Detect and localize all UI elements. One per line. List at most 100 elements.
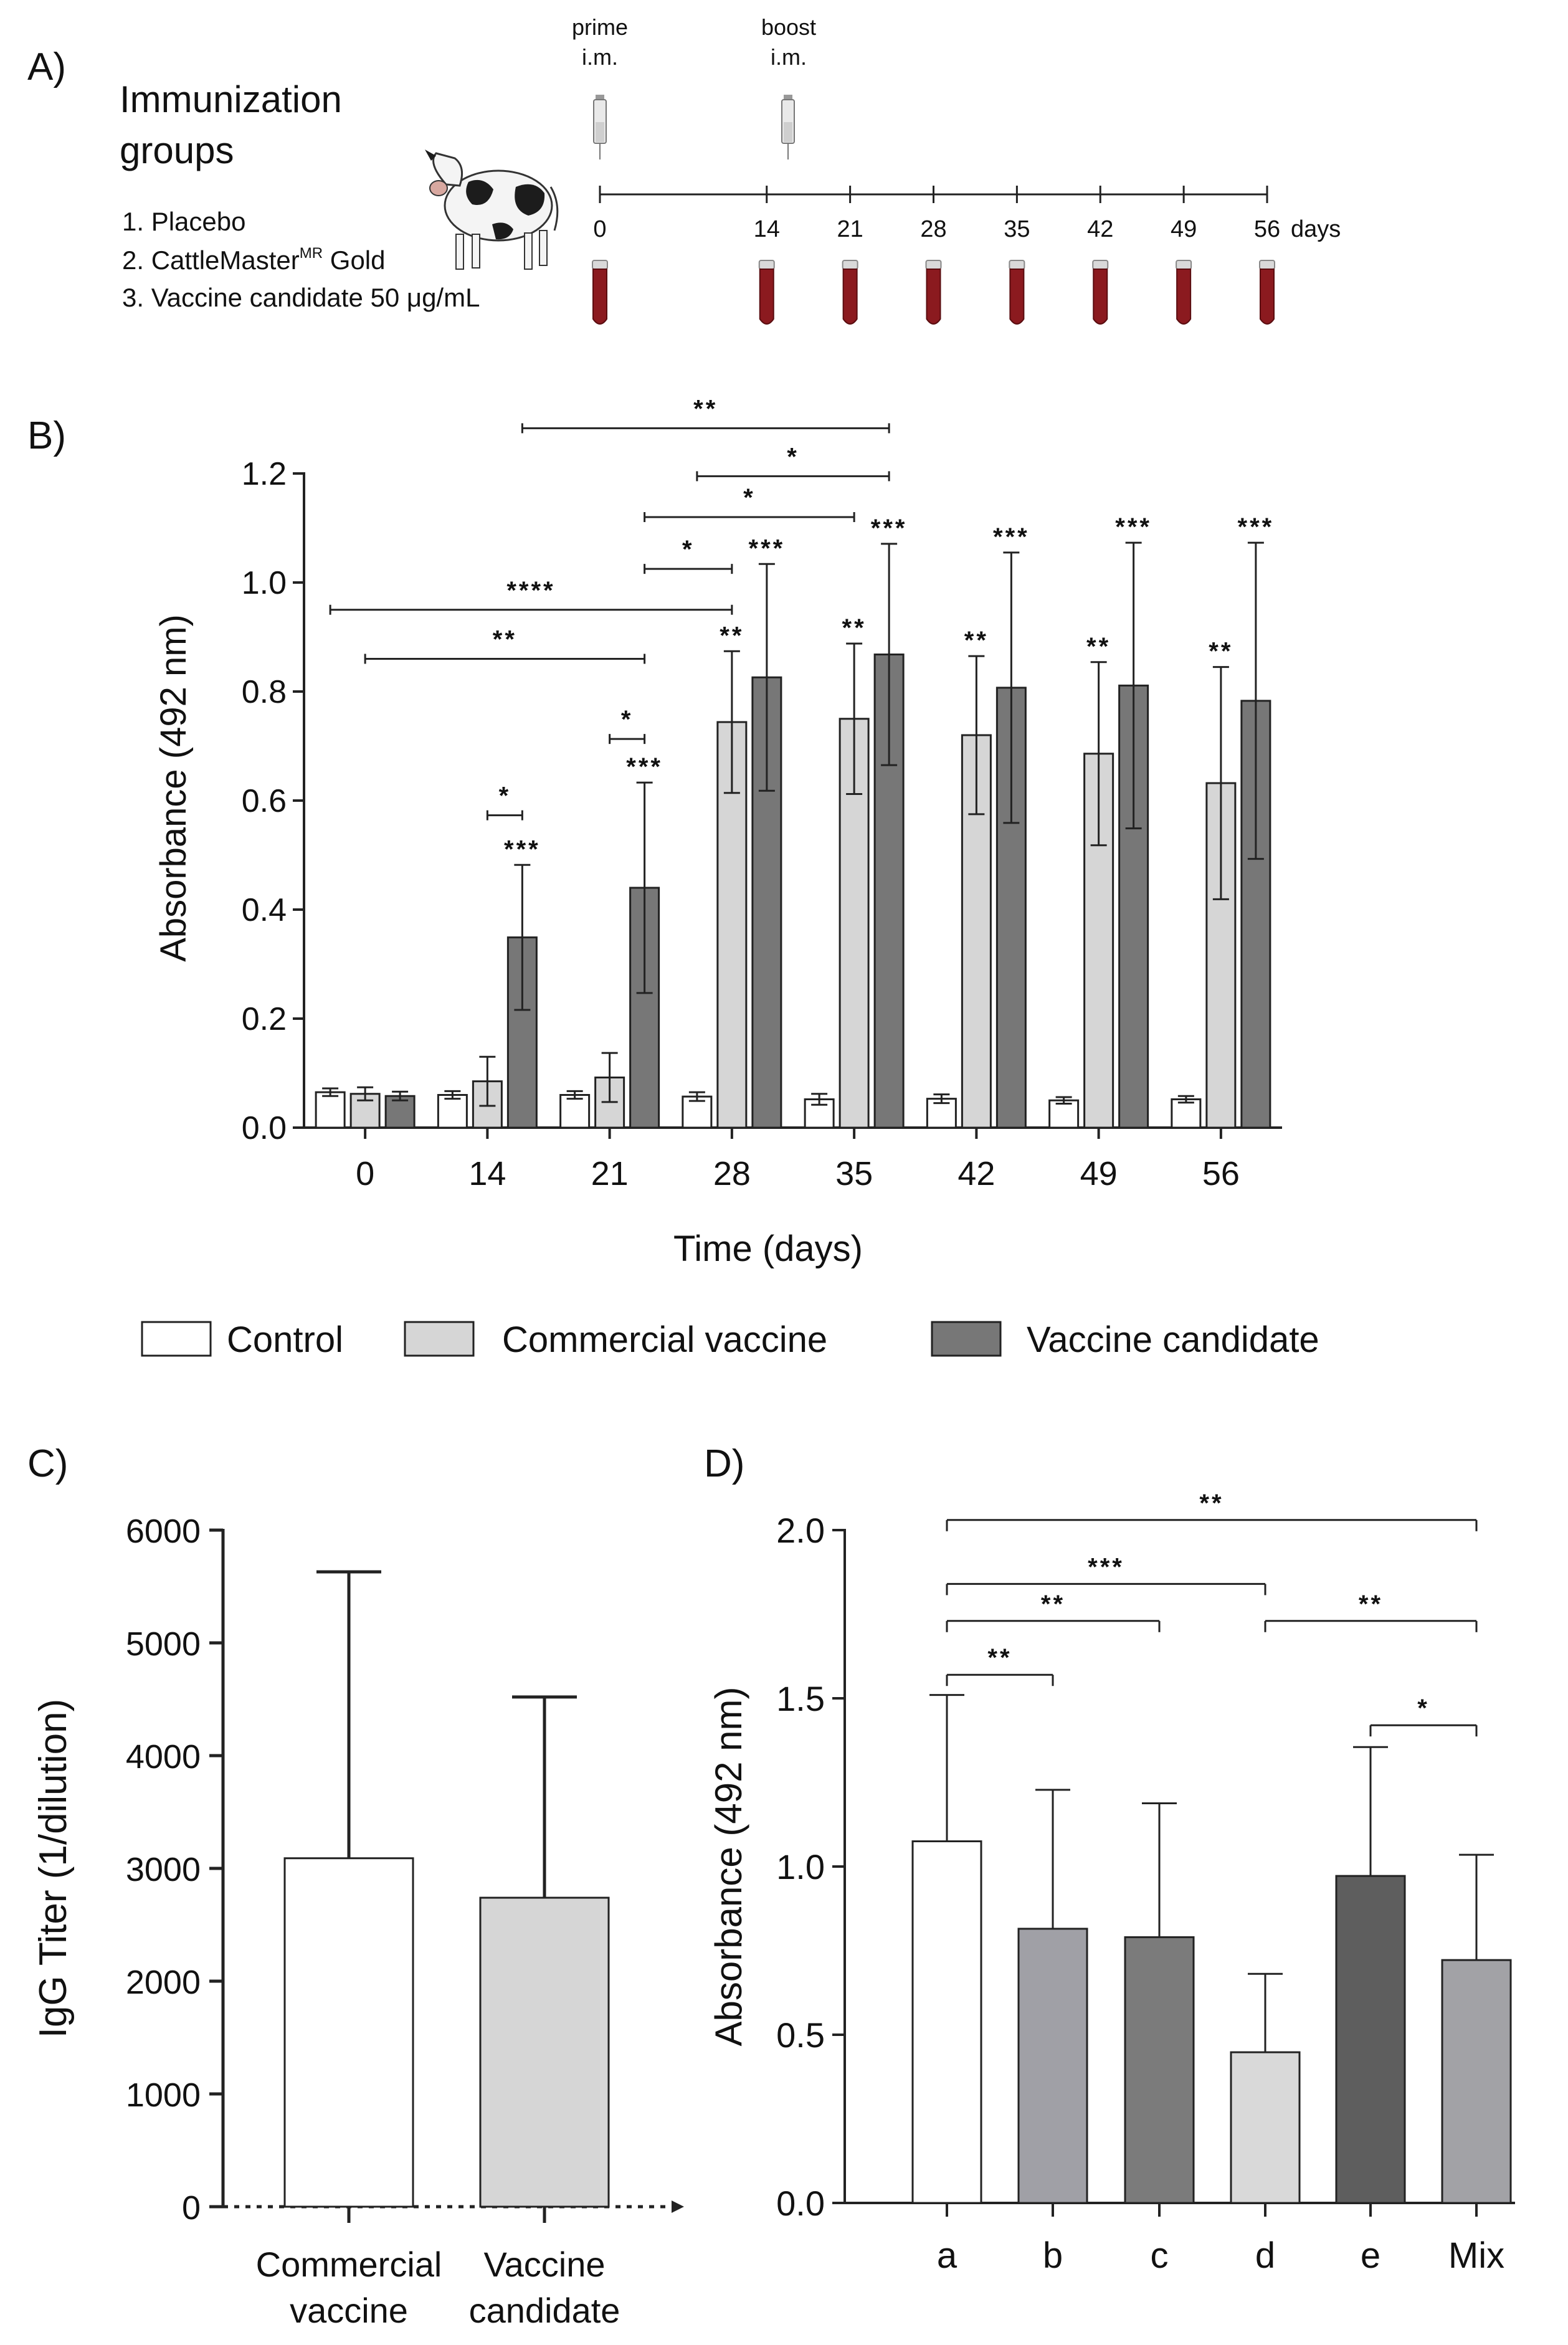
y-tick-label: 0.6 xyxy=(242,783,287,819)
groups-heading-line1: Immunization xyxy=(120,78,342,120)
blood-tube-icon xyxy=(842,260,858,325)
panel-d-letter: D) xyxy=(704,1442,744,1485)
blood-tube-body xyxy=(1176,269,1192,325)
blood-tube-body xyxy=(592,269,607,325)
prime-label-line1: prime xyxy=(572,14,628,40)
group-item-placebo: 1. Placebo xyxy=(122,207,245,236)
panel-b: B) 0.0 0.2 0.4 0.6 0.8 1.0 1.2 0 14 21 28 35 42 49 56 T… xyxy=(27,395,1319,1360)
panel-a: A) Immunization groups 1. Placebo 2. Cat… xyxy=(27,14,1341,325)
y-tick-label: 1.2 xyxy=(242,456,287,492)
bracket-label: **** xyxy=(506,577,555,604)
boost-label-line2: i.m. xyxy=(771,44,807,70)
y-tick-label: 5000 xyxy=(126,1625,201,1663)
y-tick-label: 0.5 xyxy=(776,2015,825,2055)
cow-icon xyxy=(425,150,559,270)
bar-d xyxy=(1230,2051,1301,2204)
bar-0-1 xyxy=(437,1094,468,1129)
bracket-label: *** xyxy=(1088,1553,1124,1581)
significance-label: *** xyxy=(871,515,908,542)
timeline: 0 14 21 28 35 42 49 56 xyxy=(592,186,1280,325)
blood-tube-cap xyxy=(1259,260,1275,270)
timeline-day-label-14: 14 xyxy=(754,216,780,242)
blood-tube-body xyxy=(1009,269,1025,325)
y-tick-label: 2.0 xyxy=(776,1511,825,1550)
group-item-commercial-superscript: MR xyxy=(300,245,323,262)
blood-tube-cap xyxy=(1092,260,1109,270)
blood-tube-body xyxy=(1093,269,1108,325)
y-tick-label: 0.8 xyxy=(242,674,287,710)
significance-label: ** xyxy=(842,614,867,642)
legend-label-vaccine: Vaccine candidate xyxy=(1027,1320,1319,1360)
panel-d: D) 0.0 0.5 1.0 1.5 2.0 Absorbance (492 nm) a b c… xyxy=(704,1442,1515,2276)
timeline-day-label-35: 35 xyxy=(1004,216,1030,242)
bar-0-2 xyxy=(559,1094,591,1129)
x-tick-label-line1: Vaccine xyxy=(483,2245,605,2284)
blood-tube-body xyxy=(926,269,941,325)
x-tick-label: 49 xyxy=(1080,1155,1118,1192)
legend-label-commercial: Commercial vaccine xyxy=(502,1320,827,1360)
y-tick-label: 0.2 xyxy=(242,1001,287,1037)
bracket-label: * xyxy=(682,536,695,563)
group-item-commercial-suffix: Gold xyxy=(323,245,385,275)
significance-label: ** xyxy=(720,622,744,649)
timeline-day-label-0: 0 xyxy=(593,216,606,242)
group-item-commercial: 2. CattleMasterMR Gold xyxy=(122,245,386,275)
bar-2-1 xyxy=(506,936,538,1129)
bracket-label: * xyxy=(743,484,756,511)
x-tick-label-line1: Commercial xyxy=(256,2245,442,2284)
y-tick-label: 3000 xyxy=(126,1851,201,1888)
timeline-day-label-21: 21 xyxy=(837,216,863,242)
x-axis-title: Time (days) xyxy=(673,1229,863,1269)
y-tick-label: 6000 xyxy=(126,1513,201,1550)
blood-tube-body xyxy=(842,269,858,325)
bar-c xyxy=(1124,1936,1195,2204)
bracket-label: * xyxy=(499,782,511,810)
significance-label: *** xyxy=(749,535,786,562)
x-tick-label: 56 xyxy=(1202,1155,1240,1192)
timeline-day-label-49: 49 xyxy=(1171,216,1197,242)
y-tick-label: 1.5 xyxy=(776,1679,825,1718)
blood-tube-icon xyxy=(1259,260,1275,325)
blood-tube-icon xyxy=(1176,260,1192,325)
y-axis-title: Absorbance (492 nm) xyxy=(153,614,194,962)
blood-tube-body xyxy=(759,269,774,325)
blood-tube-cap xyxy=(925,260,942,270)
legend-swatch-control xyxy=(141,1321,212,1357)
bracket-label: * xyxy=(621,706,634,733)
blood-tube-cap xyxy=(592,260,608,270)
groups-heading-line2: groups xyxy=(120,130,234,171)
panel-b-letter: B) xyxy=(27,414,66,457)
bar-1 xyxy=(479,1896,610,2208)
x-tick-label: 0 xyxy=(356,1155,374,1192)
x-tick-label: 14 xyxy=(468,1155,506,1192)
blood-tube-icon xyxy=(1009,260,1025,325)
bracket-label: * xyxy=(787,443,799,470)
significance-label: *** xyxy=(1238,513,1275,541)
significance-label: ** xyxy=(964,627,989,654)
y-tick-label: 0.0 xyxy=(242,1110,287,1146)
legend-swatch-commercial xyxy=(404,1321,475,1357)
significance-label: *** xyxy=(1115,513,1152,541)
x-tick-label: d xyxy=(1255,2235,1275,2276)
y-tick-label: 4000 xyxy=(126,1738,201,1776)
timeline-day-label-56: 56 xyxy=(1254,216,1280,242)
y-tick-label: 1000 xyxy=(126,2076,201,2114)
y-tick-label: 0.0 xyxy=(776,2184,825,2223)
blood-tube-body xyxy=(1260,269,1275,325)
bracket-label: ** xyxy=(693,395,718,422)
panel-a-letter: A) xyxy=(27,45,66,88)
x-tick-label: 35 xyxy=(835,1155,873,1192)
chart-c: 0 1000 2000 3000 4000 5000 6000 IgG Titer (1/di… xyxy=(32,1513,684,2330)
x-tick-label: 42 xyxy=(957,1155,995,1192)
x-axis-arrow xyxy=(672,2200,684,2213)
bracket-label: * xyxy=(1417,1695,1430,1722)
prime-label-line2: i.m. xyxy=(582,44,618,70)
syringe-icon-boost xyxy=(781,95,795,159)
blood-tube-cap xyxy=(1176,260,1192,270)
bracket-label: ** xyxy=(1041,1591,1065,1618)
x-tick-label: Mix xyxy=(1448,2235,1504,2276)
blood-tube-icon xyxy=(758,260,775,325)
bracket-label: ** xyxy=(1199,1490,1224,1517)
significance-label: ** xyxy=(1209,638,1233,665)
